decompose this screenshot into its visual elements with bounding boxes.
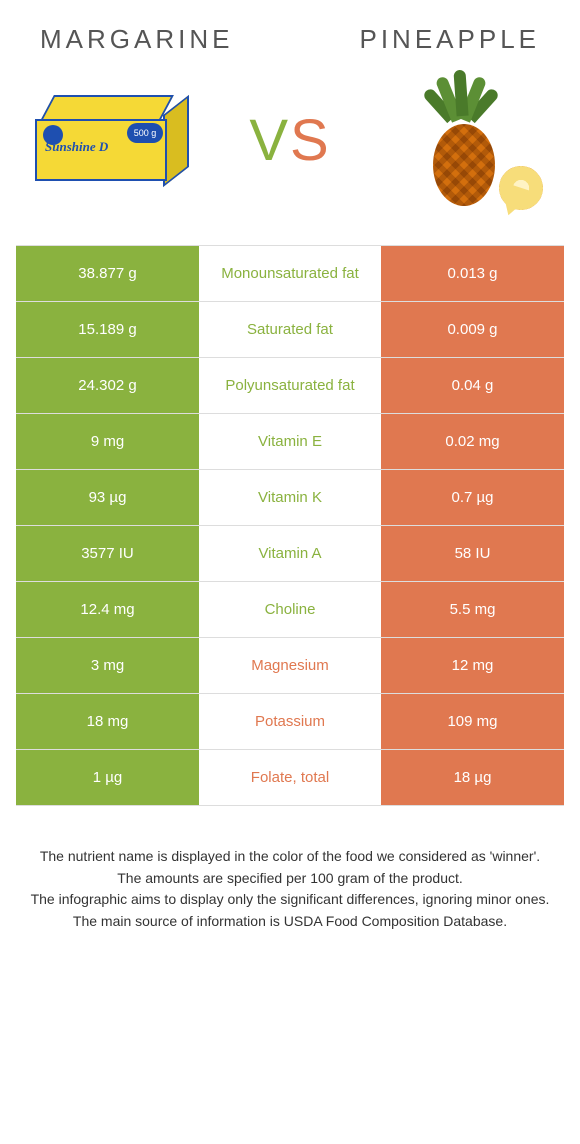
footnote-line: The main source of information is USDA F… — [30, 911, 550, 933]
footnote-line: The nutrient name is displayed in the co… — [30, 846, 550, 868]
nutrient-label: Choline — [200, 582, 380, 637]
nutrient-label: Vitamin E — [200, 414, 380, 469]
footnote-line: The infographic aims to display only the… — [30, 889, 550, 911]
nutrient-label: Polyunsaturated fat — [200, 358, 380, 413]
pineapple-image — [390, 75, 550, 205]
right-value: 58 IU — [380, 526, 564, 581]
right-value: 12 mg — [380, 638, 564, 693]
right-value: 5.5 mg — [380, 582, 564, 637]
table-row: 38.877 gMonounsaturated fat0.013 g — [16, 246, 564, 302]
vs-label: VS — [249, 107, 330, 174]
nutrient-label: Vitamin A — [200, 526, 380, 581]
table-row: 9 mgVitamin E0.02 mg — [16, 414, 564, 470]
table-row: 18 mgPotassium109 mg — [16, 694, 564, 750]
table-row: 24.302 gPolyunsaturated fat0.04 g — [16, 358, 564, 414]
left-value: 9 mg — [16, 414, 200, 469]
table-row: 3577 IUVitamin A58 IU — [16, 526, 564, 582]
nutrient-label: Potassium — [200, 694, 380, 749]
nutrient-label: Vitamin K — [200, 470, 380, 525]
vs-s: S — [290, 108, 331, 173]
left-value: 93 µg — [16, 470, 200, 525]
table-row: 15.189 gSaturated fat0.009 g — [16, 302, 564, 358]
footnote-line: The amounts are specified per 100 gram o… — [30, 868, 550, 890]
table-row: 12.4 mgCholine5.5 mg — [16, 582, 564, 638]
left-value: 24.302 g — [16, 358, 200, 413]
left-value: 3577 IU — [16, 526, 200, 581]
margarine-image: Sunshine D 500 g — [30, 75, 190, 205]
left-value: 15.189 g — [16, 302, 200, 357]
table-row: 93 µgVitamin K0.7 µg — [16, 470, 564, 526]
right-value: 0.009 g — [380, 302, 564, 357]
left-value: 1 µg — [16, 750, 200, 805]
nutrient-label: Folate, total — [200, 750, 380, 805]
vs-v: V — [249, 108, 290, 173]
left-value: 12.4 mg — [16, 582, 200, 637]
right-value: 0.04 g — [380, 358, 564, 413]
footnotes: The nutrient name is displayed in the co… — [30, 846, 550, 933]
right-value: 0.013 g — [380, 246, 564, 301]
right-value: 0.02 mg — [380, 414, 564, 469]
right-value: 18 µg — [380, 750, 564, 805]
left-value: 18 mg — [16, 694, 200, 749]
nutrient-label: Saturated fat — [200, 302, 380, 357]
food-right-title: Pineapple — [359, 24, 540, 55]
food-left-title: Margarine — [40, 24, 233, 55]
table-row: 1 µgFolate, total18 µg — [16, 750, 564, 806]
nutrient-table: 38.877 gMonounsaturated fat0.013 g15.189… — [16, 245, 564, 806]
header: Margarine Pineapple Sunshine D 500 g VS — [0, 0, 580, 245]
nutrient-label: Magnesium — [200, 638, 380, 693]
nutrient-label: Monounsaturated fat — [200, 246, 380, 301]
left-value: 3 mg — [16, 638, 200, 693]
header-titles: Margarine Pineapple — [0, 24, 580, 55]
table-row: 3 mgMagnesium12 mg — [16, 638, 564, 694]
left-value: 38.877 g — [16, 246, 200, 301]
images-row: Sunshine D 500 g VS — [0, 55, 580, 229]
right-value: 109 mg — [380, 694, 564, 749]
right-value: 0.7 µg — [380, 470, 564, 525]
